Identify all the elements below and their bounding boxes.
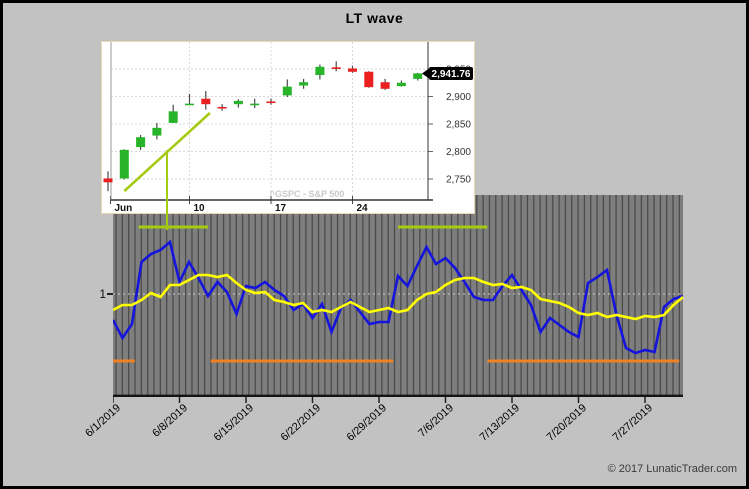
candle-jun-11 (201, 98, 211, 105)
candle-jun-27 (396, 82, 406, 87)
orange-band-1 (113, 359, 135, 363)
candle-jun-14 (250, 103, 260, 106)
x-axis-tick-label: 6/29/2019 (344, 402, 390, 444)
candle-jun-5 (136, 137, 146, 148)
x-axis-tick-label: 6/22/2019 (278, 402, 323, 444)
candlestick-svg: 2,9502,9002,8502,8002,750Jun101724^GSPC … (103, 42, 473, 214)
candle-jun-18 (282, 86, 292, 96)
candle-jun-21 (331, 67, 341, 69)
orange-band-3 (487, 359, 680, 363)
candle-jun-25 (364, 71, 374, 88)
price-tag-label: 2,941.76 (432, 69, 471, 80)
candle-jun-19 (299, 82, 309, 86)
candle-jun-7 (168, 111, 178, 123)
chart-title: LT wave (345, 10, 404, 26)
x-axis-tick-label: 7/27/2019 (610, 402, 656, 444)
yellow-line (112, 273, 684, 321)
x-axis-tick-label: 6/8/2019 (149, 402, 190, 440)
vertical-marker-line (166, 150, 168, 230)
price-tag (429, 67, 473, 81)
x-axis-tick-label: 6/1/2019 (83, 402, 124, 440)
price-tick-label: 2,850 (446, 120, 471, 131)
price-tick-label: 2,800 (446, 147, 471, 158)
candle-jun-20 (315, 66, 325, 76)
x-axis-tick-label: 6/15/2019 (211, 402, 257, 444)
gspc-watermark: ^GSPC - S&P 500 (270, 189, 345, 199)
candle-jun-13 (233, 100, 243, 105)
date-tick-label: 24 (357, 203, 369, 213)
candle-jun-28 (413, 73, 423, 79)
price-tick-label: 2,900 (446, 92, 471, 103)
candle-jun-17 (266, 101, 276, 104)
candle-jun-26 (380, 82, 390, 89)
x-axis-tick-label: 7/20/2019 (544, 402, 589, 444)
lt-wave-plot (111, 195, 685, 407)
price-tag-arrow (422, 68, 429, 79)
candle-jun-3 (103, 178, 113, 183)
lt-wave-svg (111, 195, 684, 403)
candle-jun-12 (217, 106, 227, 109)
candle-jun-4 (119, 149, 129, 179)
sp500-inset-chart: 2,9502,9002,8502,8002,750Jun101724^GSPC … (101, 41, 475, 214)
candle-jun-24 (348, 68, 357, 72)
candle-jun-6 (152, 127, 162, 136)
blue-line (111, 239, 684, 355)
y-axis-label: 1 (99, 287, 106, 301)
copyright-text: © 2017 LunaticTrader.com (607, 463, 737, 475)
date-tick-label: 17 (275, 203, 287, 213)
price-tick-label: 2,750 (446, 175, 471, 186)
candle-jun-10 (185, 103, 194, 106)
date-tick-label: Jun (114, 203, 132, 213)
orange-band-2 (210, 359, 394, 363)
date-tick-label: 10 (194, 203, 206, 213)
y-axis-tick (107, 293, 113, 295)
x-axis-tick-label: 7/13/2019 (477, 402, 523, 444)
green-band-1 (138, 225, 208, 229)
x-axis-tick-label: 7/6/2019 (415, 402, 456, 440)
green-band-2 (398, 225, 488, 229)
